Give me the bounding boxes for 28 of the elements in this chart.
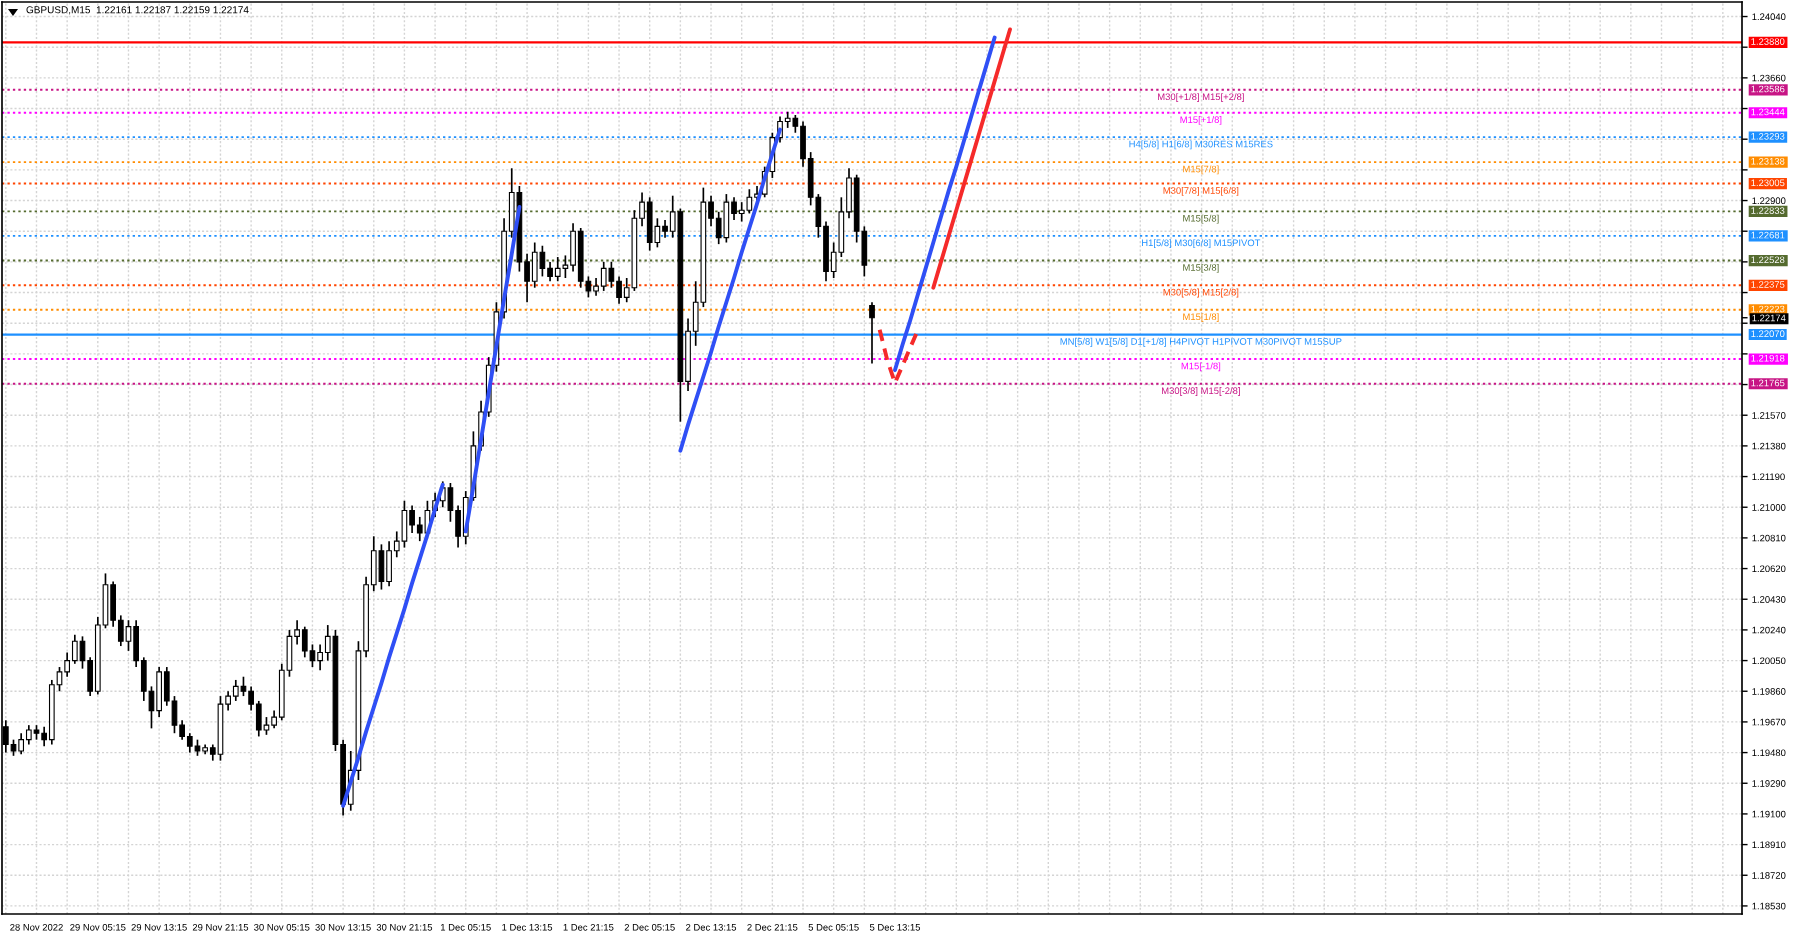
candlestick bbox=[539, 244, 546, 278]
candlestick bbox=[156, 666, 162, 718]
candlestick bbox=[378, 543, 385, 591]
candlestick bbox=[738, 201, 745, 223]
candlestick bbox=[186, 732, 193, 754]
candlestick bbox=[646, 196, 653, 252]
candlestick bbox=[71, 633, 78, 665]
candlestick bbox=[869, 301, 875, 365]
candlestick bbox=[416, 516, 423, 542]
candlestick bbox=[301, 625, 308, 659]
line-series bbox=[877, 327, 920, 385]
candlestick bbox=[18, 732, 25, 756]
candlestick bbox=[240, 675, 247, 697]
line-series bbox=[893, 35, 997, 372]
candlestick bbox=[409, 504, 415, 534]
candlestick bbox=[386, 540, 392, 588]
line-series bbox=[931, 27, 1012, 290]
line-series bbox=[341, 482, 445, 808]
candlestick bbox=[600, 261, 607, 292]
candlestick bbox=[232, 679, 239, 702]
candlestick bbox=[531, 241, 538, 289]
candlestick bbox=[401, 499, 408, 549]
candlestick bbox=[317, 643, 323, 672]
candlestick bbox=[723, 193, 730, 244]
candlestick bbox=[554, 256, 561, 283]
candlestick bbox=[25, 724, 32, 746]
candlestick bbox=[616, 275, 622, 305]
candlestick bbox=[746, 188, 753, 215]
